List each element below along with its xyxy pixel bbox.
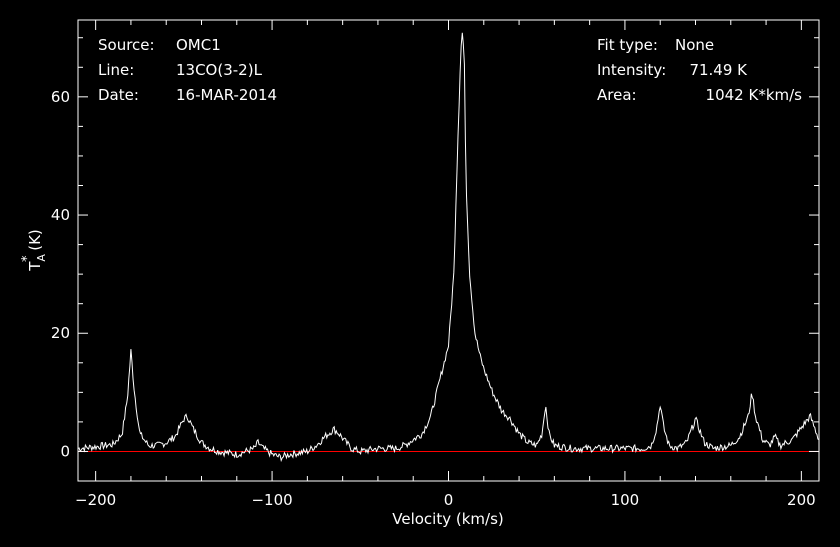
date-label: Date: <box>98 86 139 104</box>
y-axis-label-sup: * <box>20 255 35 262</box>
plot-area <box>77 32 820 463</box>
y-tick-label: 20 <box>51 324 70 342</box>
source-value: OMC1 <box>176 36 221 54</box>
y-tick-label: 60 <box>51 88 70 106</box>
y-tick-label: 40 <box>51 206 70 224</box>
intensity-label: Intensity: <box>597 61 666 79</box>
area-label: Area: <box>597 86 637 104</box>
x-tick-label: 200 <box>787 491 816 509</box>
line-value: 13CO(3-2)L <box>176 61 263 79</box>
svg-text:TA* (K): TA* (K) <box>20 229 48 272</box>
y-axis-label-sub: A <box>35 254 48 262</box>
x-axis-label: Velocity (km/s) <box>392 510 503 528</box>
y-axis-label-unit: (K) <box>26 229 44 255</box>
spectrum-series-line <box>77 32 820 463</box>
y-axis-label-main: T <box>26 261 44 272</box>
y-axis-label: TA* (K) <box>20 229 48 272</box>
axis-ticks: −200 −100 0 100 200 0 20 40 60 <box>51 20 819 509</box>
date-value: 16-MAR-2014 <box>176 86 277 104</box>
area-value: 1042 K*km/s <box>706 86 803 104</box>
source-label: Source: <box>98 36 155 54</box>
x-tick-label: 0 <box>444 491 454 509</box>
intensity-value: 71.49 K <box>689 61 748 79</box>
x-tick-label: −200 <box>75 491 116 509</box>
fit-type-value: None <box>675 36 714 54</box>
x-tick-label: 100 <box>611 491 640 509</box>
line-label: Line: <box>98 61 134 79</box>
fit-type-label: Fit type: <box>597 36 658 54</box>
y-tick-label: 0 <box>60 442 70 460</box>
x-tick-label: −100 <box>251 491 292 509</box>
